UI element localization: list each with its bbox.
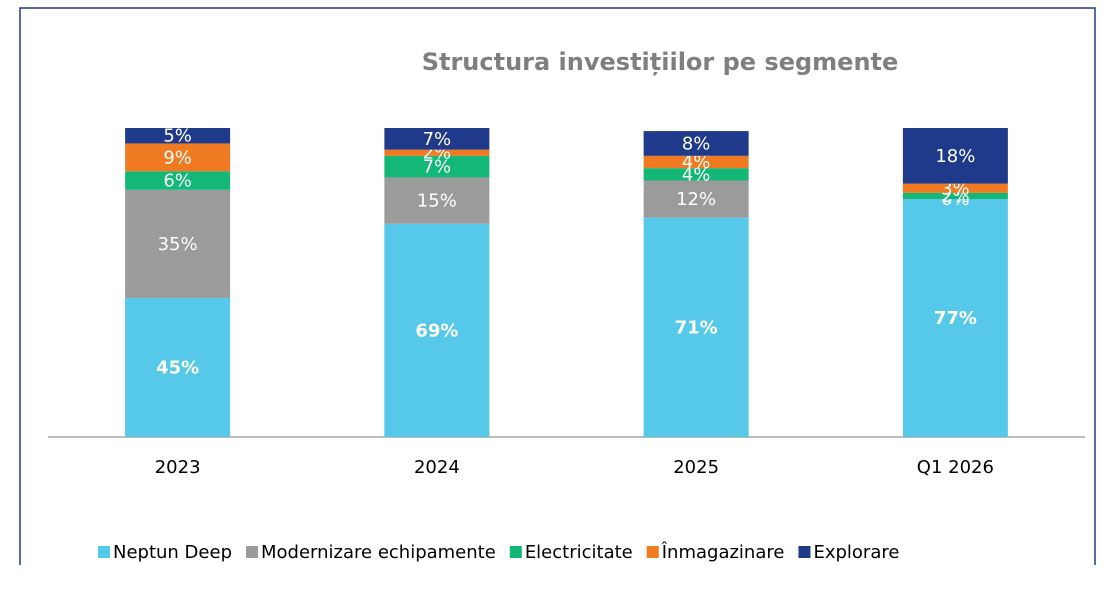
legend-swatch (798, 546, 811, 558)
bar-segment (902, 128, 1008, 184)
legend-swatch (509, 546, 522, 558)
x-tick-label: Q1 2026 (917, 457, 994, 478)
legend-swatch (646, 546, 659, 558)
legend-label: Explorare (813, 542, 899, 563)
chart-title: Structura investițiilor pe segmente (422, 48, 899, 76)
legend-swatch (98, 546, 110, 558)
legend-label: Modernizare echipamente (261, 542, 496, 563)
value-label: 6% (163, 171, 192, 192)
bar-segment (643, 217, 749, 437)
bar-segment (643, 168, 749, 181)
value-label: 35% (158, 234, 198, 255)
legend-label: Electricitate (525, 542, 633, 563)
value-label: 77% (934, 308, 977, 329)
bar-segment (643, 131, 749, 156)
value-label: 4% (682, 164, 711, 185)
bar-segment (902, 192, 1008, 200)
bar-segment (384, 155, 490, 178)
bar-segment (643, 155, 749, 169)
value-label: 4% (682, 152, 711, 173)
bar-segment (384, 128, 490, 150)
x-tick-label: 2025 (673, 457, 719, 478)
legend-swatch (246, 546, 258, 558)
value-label: 7% (423, 129, 452, 150)
value-label: 45% (156, 357, 199, 378)
bar-segment (125, 297, 231, 437)
x-tick-label: 2023 (155, 457, 201, 478)
value-label: 9% (163, 147, 192, 168)
x-tick-label: 2024 (414, 457, 460, 478)
value-label: 8% (682, 133, 711, 154)
legend-label: Neptun Deep (113, 542, 232, 563)
bar-segment (125, 189, 231, 298)
bar-segment (643, 180, 749, 218)
value-label: 12% (676, 189, 716, 210)
bar-segment (384, 223, 490, 437)
bar-segment (902, 183, 1008, 193)
value-label: 71% (675, 317, 718, 338)
bar-segment (125, 128, 231, 144)
value-label: 5% (163, 126, 192, 147)
bar-segment (384, 149, 490, 156)
bar-segment (125, 171, 231, 190)
value-label: 15% (417, 191, 457, 212)
bar-segment (125, 143, 231, 172)
value-label: 69% (415, 320, 458, 341)
legend-label: Înmagazinare (661, 541, 785, 563)
frame (19, 7, 1096, 565)
bar-segment (902, 199, 1008, 437)
value-label: 7% (423, 157, 452, 178)
value-label: 18% (935, 146, 975, 167)
bar-segment (384, 177, 490, 224)
